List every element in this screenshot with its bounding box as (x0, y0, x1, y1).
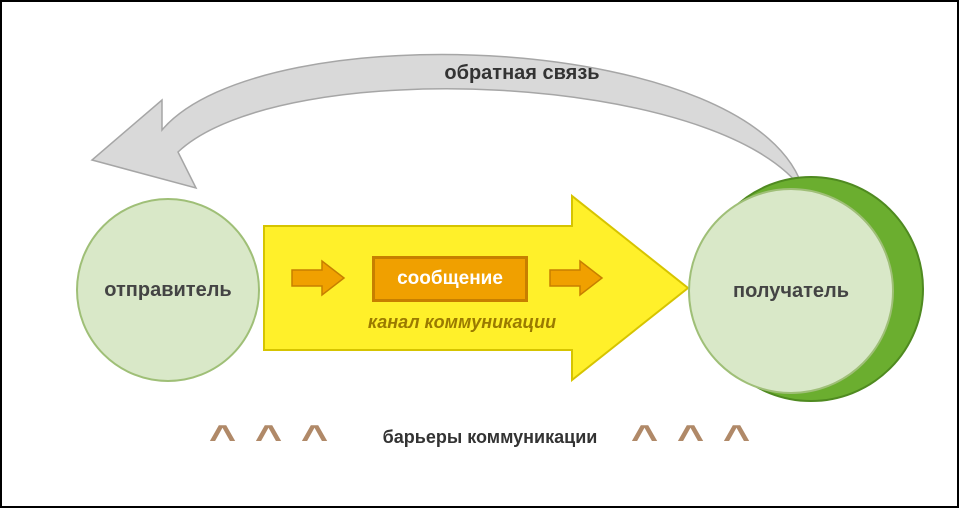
barrier-caret-icon: ^ (631, 417, 658, 459)
sender-node: отправитель (76, 198, 260, 382)
small-arrow-left (292, 261, 344, 295)
barrier-caret-icon: ^ (209, 417, 236, 459)
barriers-label: барьеры коммуникации (350, 427, 630, 448)
channel-label: канал коммуникации (342, 312, 582, 333)
barrier-caret-icon: ^ (677, 417, 704, 459)
receiver-label: получатель (733, 280, 849, 303)
sender-label: отправитель (104, 279, 231, 302)
receiver-node: получатель (688, 188, 894, 394)
message-box: сообщение (372, 256, 528, 302)
barrier-caret-icon: ^ (255, 417, 282, 459)
feedback-label: обратная связь (382, 62, 662, 85)
barrier-caret-icon: ^ (723, 417, 750, 459)
diagram-canvas: обратная связь отправитель получатель со… (0, 0, 959, 508)
barrier-caret-icon: ^ (301, 417, 328, 459)
message-label: сообщение (397, 268, 503, 290)
small-arrow-right (550, 261, 602, 295)
